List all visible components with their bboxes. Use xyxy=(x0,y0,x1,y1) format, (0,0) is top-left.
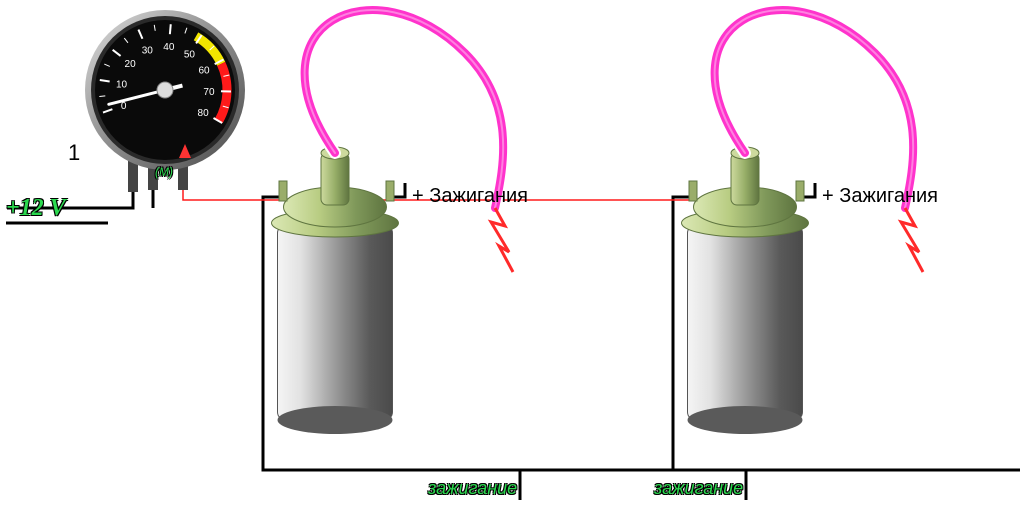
gauge-tick-label: 20 xyxy=(125,59,137,70)
gauge-hub xyxy=(157,82,173,98)
gauge-pin-1 xyxy=(128,160,138,192)
spark xyxy=(901,208,923,272)
coil-1-ignition-bottom-label: зажигание xyxy=(428,478,517,499)
gauge-tick-label: 70 xyxy=(203,87,215,98)
coil-2-ignition-bottom-label: зажигание xyxy=(654,478,743,499)
coil-ht-tower xyxy=(321,153,349,205)
gauge-tick-label: 60 xyxy=(198,66,210,77)
coil-body xyxy=(688,225,803,420)
coil-terminal-right xyxy=(386,181,394,201)
coil-2-ignition-plus-label: + Зажигания xyxy=(822,185,938,208)
coil-bottom xyxy=(688,406,803,434)
gauge-tick-label: 10 xyxy=(116,79,128,90)
coil-bottom xyxy=(278,406,393,434)
gauge-tick-label: 40 xyxy=(163,42,175,53)
gauge-tick-label: 50 xyxy=(184,49,196,60)
gauge-tick-label: 0 xyxy=(121,101,127,112)
coil-terminal-left xyxy=(279,181,287,201)
gauge-tick-label: 80 xyxy=(198,108,210,119)
coil-body xyxy=(278,225,393,420)
gauge-tick xyxy=(170,24,171,34)
voltage-12v-label: +12 V xyxy=(6,195,66,222)
coil-ht-tower xyxy=(731,153,759,205)
spark xyxy=(491,208,513,272)
coil-terminal-right xyxy=(796,181,804,201)
pin-1-label: 1 xyxy=(68,140,80,166)
gauge-minor-tick xyxy=(99,96,105,97)
gauge-tick-label: 30 xyxy=(142,46,154,57)
coil-1-ignition-plus-label: + Зажигания xyxy=(412,185,528,208)
coil-terminal-left xyxy=(689,181,697,201)
gauge-m-terminal-label: (M) xyxy=(155,165,173,179)
